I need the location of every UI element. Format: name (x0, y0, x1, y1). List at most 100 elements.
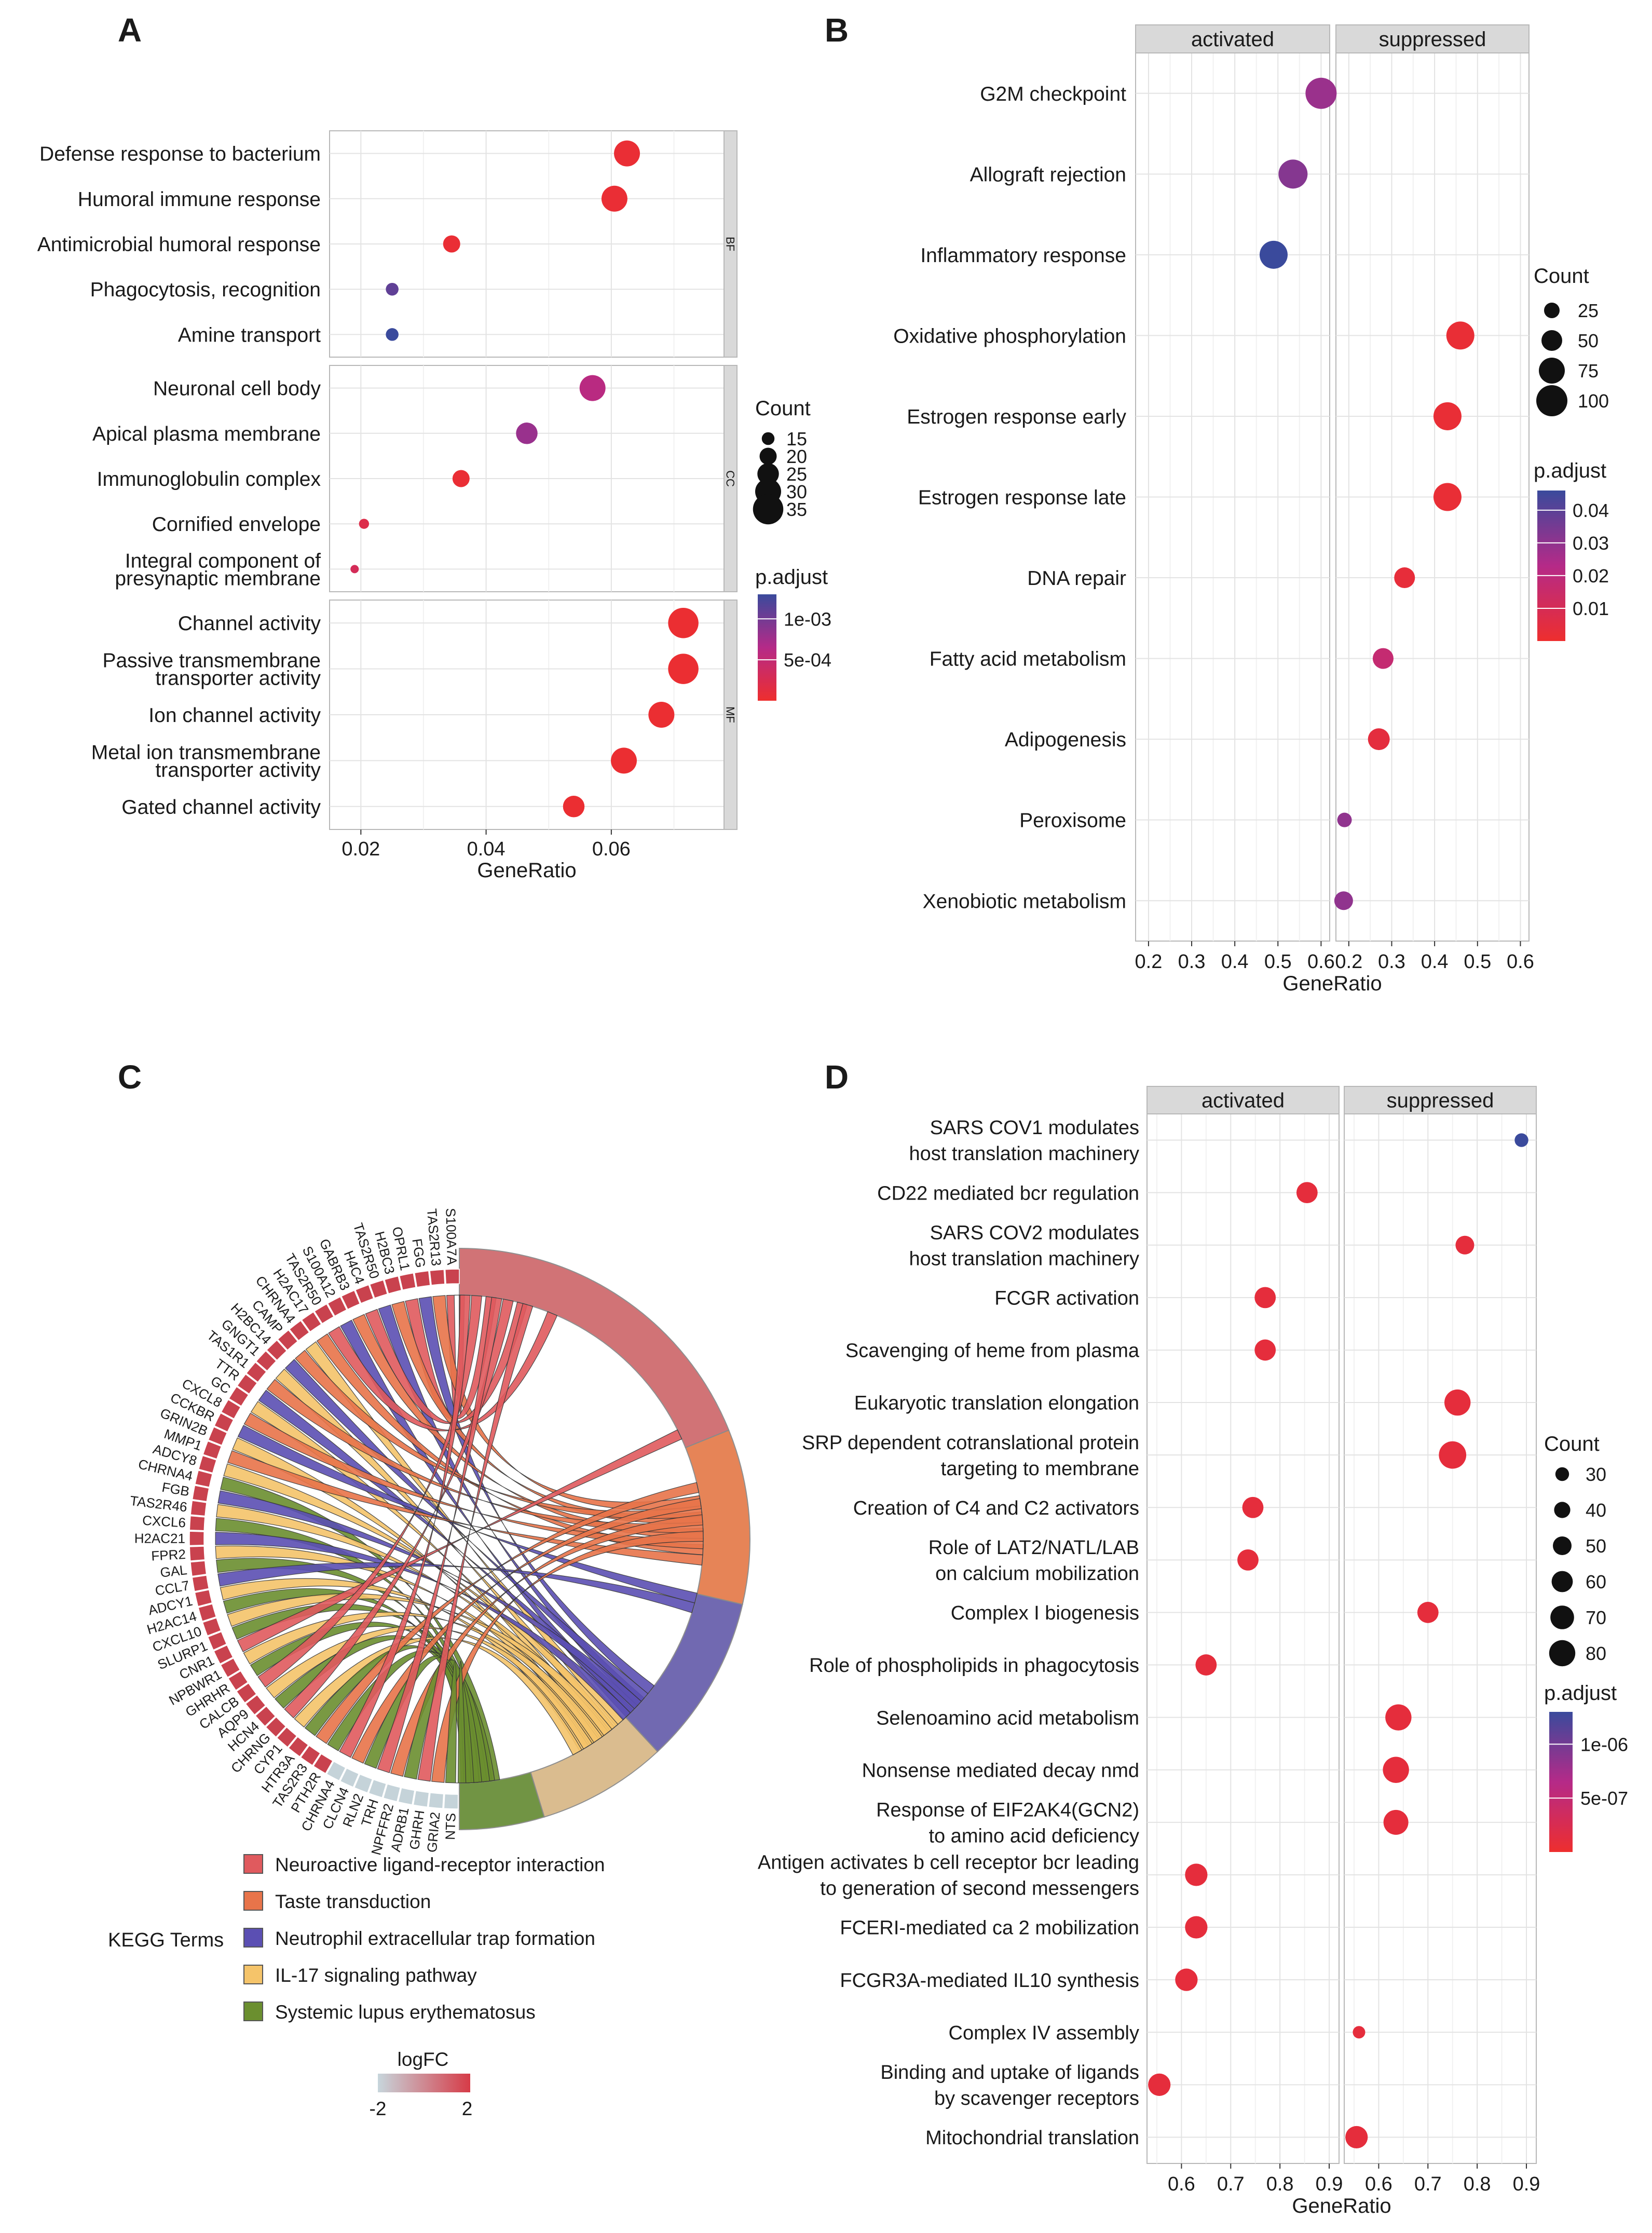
x-tick-label: 0.04 (467, 838, 506, 860)
legend-label: 0.03 (1573, 533, 1609, 554)
chord-ribbon (227, 1450, 703, 1566)
term-label: DNA repair (1027, 567, 1126, 590)
gene-logfc-cell (189, 1515, 206, 1531)
gene-logfc-cell (208, 1426, 228, 1446)
legend-size-key (1551, 1571, 1573, 1592)
x-tick-label: 0.9 (1513, 2173, 1540, 2195)
data-point (1237, 1549, 1259, 1571)
legend-size-key (1544, 303, 1560, 318)
gene-label: S100A7A (443, 1208, 460, 1265)
data-point (1383, 1809, 1409, 1835)
data-point (443, 235, 460, 253)
legend-label: 40 (1586, 1500, 1606, 1521)
legend-size-key (761, 432, 775, 445)
legend-size-key (1554, 1502, 1571, 1518)
x-tick-label: 0.7 (1217, 2173, 1245, 2195)
term-label: Peroxisome (1019, 810, 1126, 832)
gene-logfc-cell (312, 1753, 334, 1774)
gene-logfc-cell (413, 1790, 430, 1808)
data-point (1433, 402, 1462, 430)
data-point (668, 653, 699, 684)
data-point (1254, 1287, 1276, 1309)
x-tick-label: 0.6 (1507, 951, 1534, 973)
gene-logfc-cell (327, 1296, 347, 1317)
term-label: Binding and uptake of ligands (880, 2062, 1139, 2084)
legend-size-key (1550, 1605, 1574, 1629)
gene-logfc-cell (228, 1386, 249, 1407)
data-point (1385, 1704, 1412, 1731)
gene-logfc-cell (301, 1311, 322, 1332)
legend-label: 35 (786, 499, 807, 520)
gene-logfc-cell (428, 1792, 444, 1809)
gene-logfc-cell (313, 1303, 335, 1324)
term-label: Nonsense mediated decay nmd (862, 1760, 1139, 1781)
data-point (1345, 2126, 1368, 2149)
data-point (386, 282, 399, 296)
colorbar (1549, 1712, 1573, 1852)
legend-label: -2 (370, 2098, 387, 2119)
chord-ribbon (257, 1295, 482, 1687)
legend-label: 0.04 (1573, 500, 1609, 521)
colorbar (1537, 491, 1565, 641)
term-label: Apical plasma membrane (92, 423, 321, 445)
data-point (579, 375, 606, 401)
legend-title: Count (755, 397, 811, 420)
term-label: Scavenging of heme from plasma (845, 1340, 1140, 1362)
legend-title: logFC (398, 2049, 449, 2070)
term-label: Ion channel activity (148, 704, 321, 727)
gene-logfc-cell (207, 1631, 227, 1651)
data-point (1278, 159, 1308, 189)
chord-ribbon (243, 1612, 603, 1743)
gene-logfc-cell (236, 1682, 257, 1704)
legend-swatch (243, 1891, 263, 1911)
x-tick-label: 0.8 (1464, 2173, 1491, 2195)
data-point (1305, 77, 1337, 109)
gene-logfc-cell (202, 1440, 222, 1460)
term-label: Oxidative phosphorylation (893, 325, 1126, 347)
term-label: FCGR3A-mediated IL10 synthesis (840, 1970, 1139, 1992)
x-tick-label: 0.4 (1221, 951, 1249, 973)
panel-label: A (118, 11, 142, 49)
gene-logfc-cell (398, 1787, 415, 1805)
chord-ribbon (215, 1532, 631, 1721)
term-label: Neuronal cell body (153, 378, 321, 400)
term-label: Cornified envelope (152, 513, 321, 536)
data-point (1334, 891, 1353, 910)
data-point (601, 185, 627, 212)
legend-label: 70 (1586, 1607, 1606, 1628)
term-label: Humoral immune response (78, 188, 321, 211)
legend-label: 20 (786, 446, 807, 467)
gene-logfc-cell (220, 1657, 241, 1678)
facet-strip (1146, 1086, 1340, 1114)
gene-logfc-cell (265, 1716, 286, 1738)
data-point (1242, 1496, 1264, 1518)
term-label: Gated channel activity (121, 796, 321, 819)
term-label: FCGR activation (994, 1288, 1139, 1310)
data-point (386, 328, 399, 341)
chord-ribbon (351, 1498, 702, 1764)
gene-logfc-cell (213, 1644, 234, 1665)
data-point (516, 423, 538, 444)
gene-logfc-cell (198, 1455, 217, 1474)
chord-ribbon (266, 1626, 593, 1750)
data-point (1254, 1339, 1276, 1361)
data-point (1514, 1133, 1528, 1147)
legend-label: 5e-04 (784, 649, 831, 671)
data-point (1175, 1968, 1198, 1991)
gene-label: FPR2 (151, 1546, 186, 1564)
legend-label: 75 (1578, 360, 1599, 382)
data-point (610, 747, 637, 774)
x-tick-label: 0.3 (1178, 951, 1206, 973)
gene-logfc-cell (189, 1531, 204, 1546)
facet-strip (1135, 24, 1330, 53)
gene-logfc-cell (192, 1575, 210, 1592)
legend-size-key (1555, 1467, 1569, 1481)
term-label: CD22 mediated bcr regulation (877, 1182, 1139, 1204)
facet-strip-label: CC (724, 470, 737, 487)
data-point (1337, 812, 1352, 827)
term-label: by scavenger receptors (934, 2088, 1139, 2109)
gene-logfc-cell (227, 1670, 249, 1691)
term-label: FCERI-mediated ca 2 mobilization (840, 1917, 1139, 1939)
term-label: to amino acid deficiency (929, 1826, 1139, 1847)
gene-logfc-cell (300, 1745, 321, 1766)
